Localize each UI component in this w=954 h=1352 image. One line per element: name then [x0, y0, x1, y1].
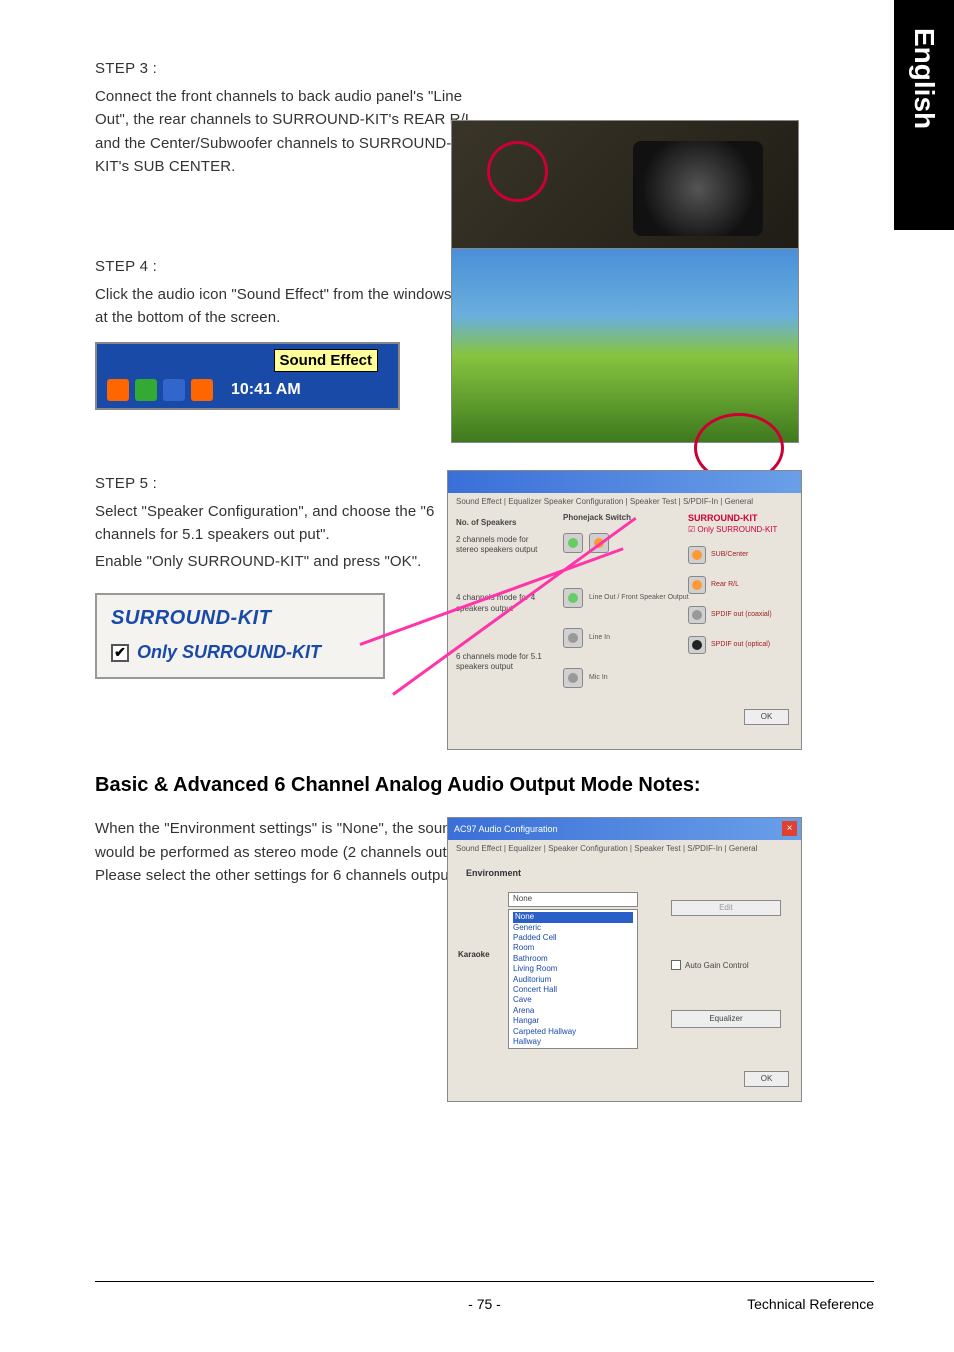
mic-in-label: Mic In	[589, 674, 608, 681]
dialog-tabs: Sound Effect | Equalizer Speaker Configu…	[448, 493, 801, 513]
step5-text1: Select "Speaker Configuration", and choo…	[95, 500, 485, 547]
step4-title: STEP 4 :	[95, 258, 485, 275]
jack-icon	[563, 533, 583, 553]
no-speakers-label: No. of Speakers	[456, 518, 551, 527]
equalizer-button: Equalizer	[671, 1010, 781, 1028]
system-tray-snippet: Sound Effect 10:41 AM	[95, 342, 400, 410]
notes-text: When the "Environment settings" is "None…	[95, 817, 485, 887]
karaoke-label: Karaoke	[458, 950, 490, 959]
spdif-opt-label: SPDIF out (optical)	[711, 641, 770, 648]
tray-icon	[163, 379, 185, 401]
footer-right: Technical Reference	[747, 1296, 874, 1312]
step3-section: STEP 3 : Connect the front channels to b…	[95, 60, 874, 178]
tray-icon	[107, 379, 129, 401]
step4-text: Click the audio icon "Sound Effect" from…	[95, 283, 485, 330]
line-in-label: Line In	[589, 634, 610, 641]
skit-label: SURROUND-KIT	[688, 513, 793, 523]
jack-icon	[563, 628, 583, 648]
step3-title: STEP 3 :	[95, 60, 485, 77]
surround-kit-box: SURROUND-KIT ✔ Only SURROUND-KIT	[95, 593, 385, 679]
jack-icon	[563, 588, 583, 608]
only-skit-option: ☑ Only SURROUND-KIT	[688, 525, 793, 534]
sound-effect-tray-icon	[191, 379, 213, 401]
ok-button: OK	[744, 709, 789, 725]
jack-icon	[688, 636, 706, 654]
step5-section: STEP 5 : Select "Speaker Configuration",…	[95, 475, 874, 680]
dialog-tabs: Sound Effect | Equalizer | Speaker Confi…	[448, 840, 801, 860]
page-number: - 75 -	[468, 1296, 501, 1312]
step5-title: STEP 5 :	[95, 475, 485, 492]
only-surround-kit-checkbox: ✔	[111, 644, 129, 662]
environment-list: None Generic Padded Cell Room Bathroom L…	[508, 909, 638, 1049]
tray-icon	[135, 379, 157, 401]
speaker-config-dialog: Sound Effect | Equalizer Speaker Configu…	[447, 470, 802, 750]
jack-icon	[688, 576, 706, 594]
only-surround-kit-label: Only SURROUND-KIT	[137, 642, 321, 663]
opt-2ch: 2 channels mode for stereo speakers outp…	[456, 535, 551, 556]
environment-select: None	[508, 892, 638, 907]
step3-text: Connect the front channels to back audio…	[95, 85, 485, 178]
dialog-titlebar	[448, 471, 801, 493]
spdif-label: SPDIF out (coaxial)	[711, 611, 772, 618]
section-heading: Basic & Advanced 6 Channel Analog Audio …	[95, 774, 874, 797]
ok-button: OK	[744, 1071, 789, 1087]
rear-rl-label: Rear R/L	[711, 581, 739, 588]
edit-button: Edit	[671, 900, 781, 916]
tray-tooltip: Sound Effect	[274, 349, 379, 372]
jack-icon	[688, 606, 706, 624]
language-tab: English	[894, 0, 954, 230]
jack-icon	[563, 668, 583, 688]
step4-section: STEP 4 : Click the audio icon "Sound Eff…	[95, 258, 874, 410]
phonejack-label: Phonejack Switch	[563, 513, 631, 522]
sub-center-label: SUB/Center	[711, 551, 748, 558]
auto-gain-checkbox: Auto Gain Control	[671, 960, 781, 970]
jack-icon	[688, 546, 706, 564]
step5-text2: Enable "Only SURROUND-KIT" and press "OK…	[95, 550, 485, 573]
page-footer: - 75 - Technical Reference	[95, 1296, 874, 1312]
environment-label: Environment	[466, 868, 789, 878]
dialog-titlebar: AC97 Audio Configuration ×	[448, 818, 801, 840]
close-icon: ×	[782, 821, 797, 836]
surround-kit-title: SURROUND-KIT	[111, 607, 369, 630]
tray-clock: 10:41 AM	[231, 381, 301, 399]
opt-6ch: 6 channels mode for 5.1 speakers output	[456, 652, 551, 673]
line-out-label: Line Out / Front Speaker Output	[589, 594, 689, 601]
environment-dialog: AC97 Audio Configuration × Sound Effect …	[447, 817, 802, 1102]
notes-section: When the "Environment settings" is "None…	[95, 817, 874, 887]
footer-divider	[95, 1281, 874, 1282]
